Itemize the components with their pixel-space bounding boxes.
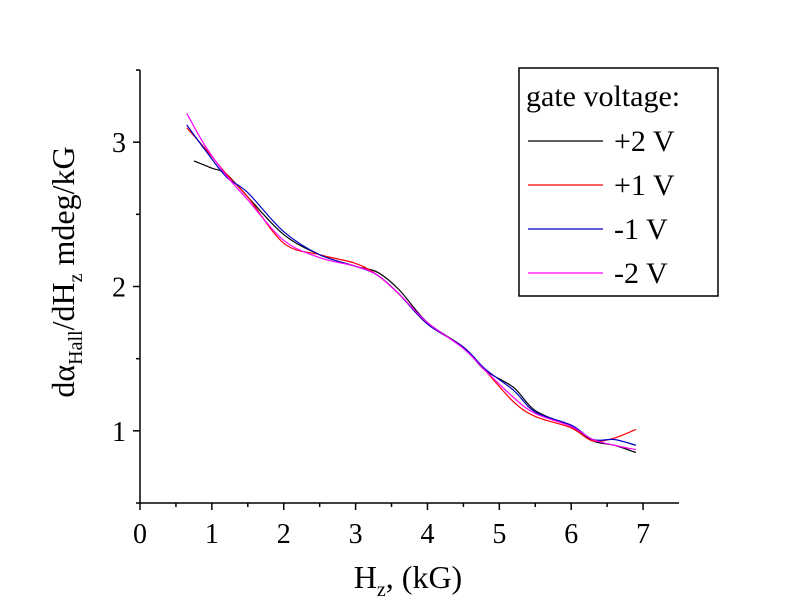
x-axis-label-rest: , (kG): [386, 559, 462, 595]
legend: gate voltage: +2 V +1 V -1 V -2 V: [518, 67, 719, 297]
x-axis-label: Hz, (kG): [354, 559, 462, 601]
y-axis-label-mid: /dH: [45, 282, 81, 330]
y-axis-label-sub2: z: [65, 273, 87, 282]
x-tick-label: 4: [420, 519, 434, 550]
x-tick-label: 0: [133, 519, 147, 550]
series-layer: [186, 113, 637, 454]
ticks: 0 1 2 3 4 5 6 7 1 2 3: [112, 69, 650, 550]
y-axis-label-rest: mdeg/kG: [45, 146, 81, 273]
y-axis-label-pre: dα: [45, 365, 81, 398]
legend-label: +1 V: [614, 169, 675, 202]
x-axis-label-sub: z: [377, 579, 386, 601]
series-line: [186, 113, 636, 451]
x-tick-label: 5: [492, 519, 506, 550]
legend-box: [518, 67, 719, 297]
y-tick-label: 1: [112, 417, 126, 448]
legend-title: gate voltage:: [526, 80, 680, 113]
y-axis-label: dαHall/dHz mdeg/kG: [45, 146, 87, 397]
legend-label: +2 V: [614, 125, 675, 158]
x-tick-label: 7: [636, 519, 650, 550]
x-tick-label: 3: [349, 519, 363, 550]
legend-entries: +2 V +1 V -1 V -2 V: [528, 125, 675, 290]
y-tick-label: 3: [112, 128, 126, 159]
y-axis-label-sub1: Hall: [65, 330, 87, 365]
legend-label: -1 V: [614, 213, 668, 246]
legend-label: -2 V: [614, 257, 668, 290]
x-axis-label-main: H: [354, 559, 377, 595]
x-tick-label: 1: [205, 519, 219, 550]
y-tick-label: 2: [112, 273, 126, 304]
series-line: [186, 124, 637, 446]
x-tick-label: 2: [277, 519, 291, 550]
x-tick-label: 6: [564, 519, 578, 550]
